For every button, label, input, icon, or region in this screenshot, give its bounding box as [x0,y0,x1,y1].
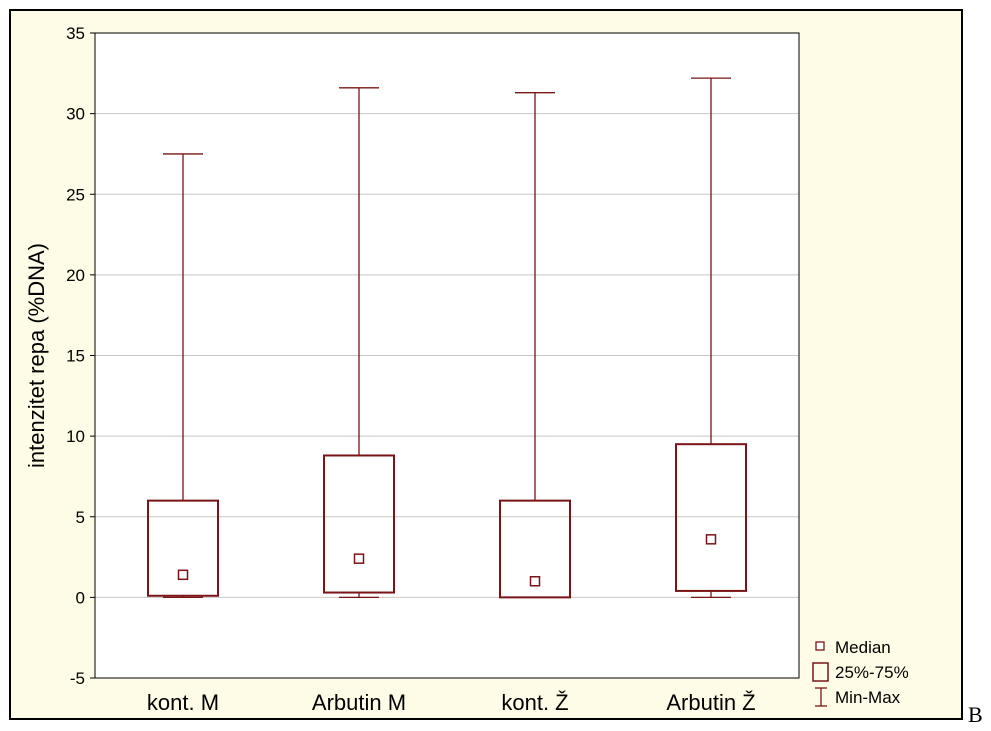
median-marker [177,569,189,581]
median-marker [353,553,365,564]
y-tick-label: -5 [70,669,85,688]
iqr-box [675,443,747,592]
y-tick-label: 20 [66,266,85,285]
legend-box-symbol [812,662,829,682]
y-tick-label: 5 [76,508,85,527]
chart-frame: -5 0 5 10 15 20 25 30 35 intenzitet repa (%DNA) ko… [9,9,963,720]
x-tick-label: kont. Ž [501,690,568,715]
y-tick-label: 15 [66,347,85,366]
legend-minmax-label: Min-Max [835,688,901,707]
boxplot-chart: -5 0 5 10 15 20 25 30 35 intenzitet repa (%DNA) ko… [24,24,909,715]
x-tick-label: kont. M [147,690,219,715]
median-marker [529,576,541,587]
x-tick-label: Arbutin Ž [666,690,755,715]
y-tick-label: 0 [76,588,85,607]
legend-median-symbol [815,641,825,651]
y-axis-label: intenzitet repa (%DNA) [24,243,49,468]
legend-box-label: 25%-75% [835,663,909,682]
panel-letter: B [968,702,983,727]
legend-median-label: Median [835,638,891,657]
iqr-box [147,499,219,597]
y-tick-label: 30 [66,105,85,124]
iqr-box [499,499,571,599]
median-marker [705,534,717,545]
iqr-box [323,454,395,594]
plot-border [94,32,800,679]
y-tick-label: 10 [66,427,85,446]
y-tick-label: 25 [66,185,85,204]
y-tick-label: 35 [66,24,85,43]
x-tick-label: Arbutin M [312,690,406,715]
